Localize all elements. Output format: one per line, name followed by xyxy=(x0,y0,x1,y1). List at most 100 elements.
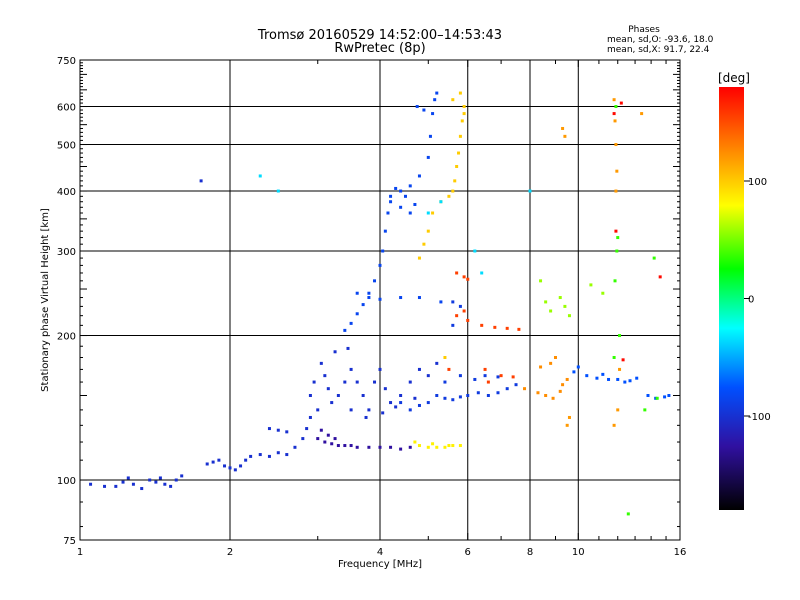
data-point xyxy=(403,194,407,198)
data-point xyxy=(652,256,656,260)
x-tick-label: 16 xyxy=(674,547,687,558)
data-point xyxy=(381,411,385,415)
data-point xyxy=(378,445,382,449)
data-point xyxy=(435,445,439,449)
data-point xyxy=(394,186,398,190)
data-point xyxy=(561,383,565,387)
data-point xyxy=(435,91,439,95)
data-point xyxy=(616,377,620,381)
data-point xyxy=(349,367,353,371)
data-point xyxy=(458,395,462,399)
data-point xyxy=(613,279,617,283)
data-point xyxy=(612,112,616,116)
data-point xyxy=(486,394,490,398)
data-point xyxy=(443,396,447,400)
data-point xyxy=(408,445,412,449)
data-point xyxy=(549,309,553,313)
data-point xyxy=(355,312,359,316)
data-point xyxy=(628,379,632,383)
data-point xyxy=(486,380,490,384)
data-point xyxy=(640,112,644,116)
data-point xyxy=(621,358,625,362)
data-point xyxy=(544,394,548,398)
data-point xyxy=(613,119,617,123)
data-point xyxy=(426,445,430,449)
data-point xyxy=(293,445,297,449)
data-point xyxy=(551,396,555,400)
data-point xyxy=(443,380,447,384)
data-point xyxy=(565,377,569,381)
data-point xyxy=(466,277,470,281)
data-point xyxy=(367,408,371,412)
data-point xyxy=(140,487,144,491)
data-point xyxy=(572,370,576,374)
data-point xyxy=(496,391,500,395)
data-point xyxy=(148,478,152,482)
data-point xyxy=(455,164,459,168)
data-point xyxy=(431,112,435,116)
data-point xyxy=(612,423,616,427)
data-point xyxy=(558,296,562,300)
data-point xyxy=(305,427,309,431)
data-point xyxy=(205,462,209,466)
y-tick-label: 750 xyxy=(57,56,76,67)
data-point xyxy=(389,200,393,204)
data-point xyxy=(453,179,457,183)
data-point xyxy=(408,211,412,215)
x-tick-label: 1 xyxy=(77,547,83,558)
data-point xyxy=(399,189,403,193)
data-point xyxy=(476,391,480,395)
grid-lines xyxy=(80,60,680,540)
chart-title: Tromsø 20160529 14:52:00–14:53:43 xyxy=(257,28,502,43)
data-point xyxy=(163,482,167,486)
data-point xyxy=(211,460,215,464)
data-point xyxy=(408,184,412,188)
data-point xyxy=(553,355,557,359)
data-point xyxy=(383,229,387,233)
stats-line-x: mean, sd,X: 91.7, 22.4 xyxy=(607,45,710,55)
data-point xyxy=(417,296,421,300)
data-point xyxy=(336,394,340,398)
data-point xyxy=(451,444,455,448)
data-point xyxy=(483,374,487,378)
data-point xyxy=(417,174,421,178)
data-point xyxy=(658,275,662,279)
data-point xyxy=(539,365,543,369)
data-point xyxy=(383,387,387,391)
data-point xyxy=(114,484,118,488)
data-point xyxy=(458,304,462,308)
data-point xyxy=(378,263,382,267)
data-point xyxy=(276,189,280,193)
y-tick-label: 100 xyxy=(57,476,76,487)
data-point xyxy=(536,391,540,395)
data-point xyxy=(285,453,289,457)
data-point xyxy=(258,174,262,178)
data-point xyxy=(233,468,237,472)
data-point xyxy=(355,291,359,295)
data-point xyxy=(103,484,107,488)
data-point xyxy=(428,134,432,138)
axis-ticks xyxy=(79,59,681,540)
data-point xyxy=(169,484,173,488)
data-point xyxy=(267,454,271,458)
colorbar-tick-label: 100 xyxy=(748,177,767,188)
data-point xyxy=(413,440,417,444)
data-point xyxy=(408,408,412,412)
data-point xyxy=(228,466,232,470)
data-point xyxy=(336,444,340,448)
data-point xyxy=(417,403,421,407)
data-point xyxy=(455,271,459,275)
data-point xyxy=(121,480,125,484)
data-point xyxy=(451,189,455,193)
data-point xyxy=(355,380,359,384)
data-point xyxy=(417,256,421,260)
data-point xyxy=(415,105,419,109)
data-point xyxy=(565,423,569,427)
data-point xyxy=(333,350,337,354)
data-point xyxy=(612,98,616,102)
data-point xyxy=(319,361,323,365)
data-point xyxy=(451,300,455,304)
data-point xyxy=(514,383,518,387)
data-point xyxy=(480,323,484,327)
data-point xyxy=(646,394,650,398)
